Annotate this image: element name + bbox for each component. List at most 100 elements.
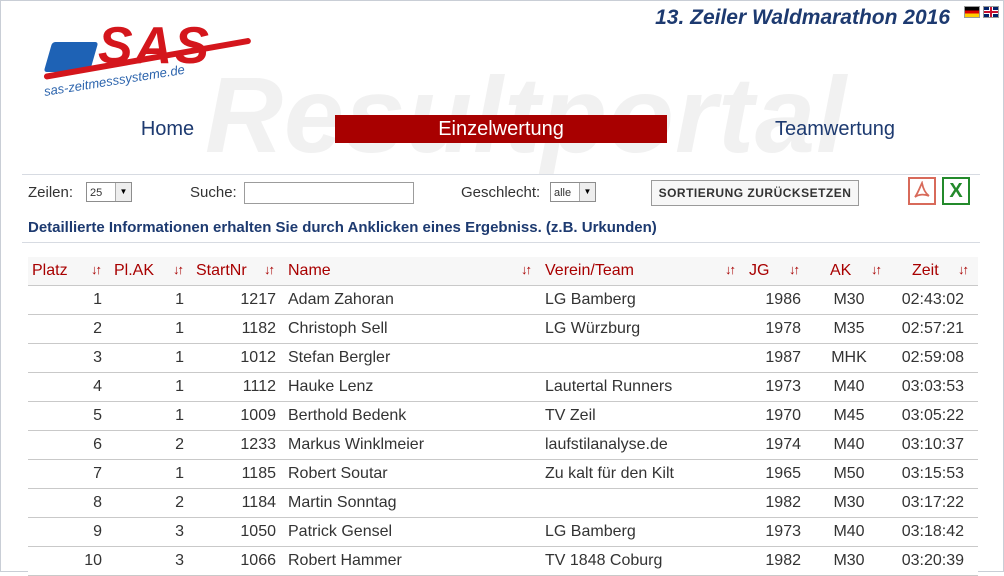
col-startnr[interactable]: StartNr	[196, 262, 247, 279]
cell-plak: 1	[175, 349, 184, 366]
cell-name: Berthold Bedenk	[288, 407, 407, 424]
cell-verein: Zu kalt für den Kilt	[545, 465, 674, 482]
sort-icon[interactable]: ↓↑	[521, 262, 532, 277]
cell-platz: 1	[93, 291, 102, 308]
cell-jg: 1973	[765, 523, 801, 540]
cell-jg: 1982	[765, 552, 801, 569]
chevron-down-icon: ▼	[115, 183, 131, 201]
cell-ak: MHK	[831, 349, 867, 366]
table-row[interactable]: 2 1 1182 Christoph Sell LG Würzburg 1978 M35 02…	[28, 315, 978, 344]
col-jg[interactable]: JG	[749, 262, 770, 279]
info-text: Detaillierte Informationen erhalten Sie …	[28, 219, 657, 236]
pdf-export-icon[interactable]	[908, 177, 936, 205]
language-switcher	[964, 6, 999, 18]
cell-platz: 3	[93, 349, 102, 366]
cell-platz: 2	[93, 320, 102, 337]
cell-zeit: 03:05:22	[901, 407, 964, 424]
col-verein[interactable]: Verein/Team	[545, 262, 634, 279]
sort-icon[interactable]: ↓↑	[264, 262, 275, 277]
cell-verein: TV 1848 Coburg	[545, 552, 663, 569]
rows-select-value: 25	[90, 187, 103, 199]
table-body: 1 1 1217 Adam Zahoran LG Bamberg 1986 M30 02:43…	[28, 286, 978, 576]
reset-sort-button[interactable]: SORTIERUNG ZURÜCKSETZEN	[651, 180, 859, 206]
cell-plak: 1	[175, 320, 184, 337]
sort-icon[interactable]: ↓↑	[725, 262, 736, 277]
cell-name: Robert Hammer	[288, 552, 402, 569]
col-ak[interactable]: AK	[830, 262, 852, 279]
nav-einzelwertung[interactable]: Einzelwertung	[335, 115, 667, 143]
cell-name: Robert Soutar	[288, 465, 388, 482]
cell-plak: 1	[175, 407, 184, 424]
cell-zeit: 02:59:08	[901, 349, 964, 366]
nav-teamwertung[interactable]: Teamwertung	[774, 118, 896, 140]
col-plak[interactable]: Pl.AK	[114, 262, 155, 279]
cell-ak: M30	[833, 291, 865, 308]
cell-plak: 2	[175, 436, 184, 453]
cell-ak: M50	[833, 465, 865, 482]
cell-startnr: 1184	[241, 494, 276, 511]
cell-startnr: 1217	[240, 291, 276, 308]
rows-select[interactable]: 25 ▼	[86, 182, 132, 202]
cell-plak: 2	[175, 494, 184, 511]
rows-label: Zeilen:	[28, 184, 74, 201]
cell-platz: 7	[93, 465, 102, 482]
divider	[22, 242, 980, 243]
cell-startnr: 1050	[240, 523, 276, 540]
col-name[interactable]: Name	[288, 262, 331, 279]
chevron-down-icon: ▼	[579, 183, 595, 201]
cell-startnr: 1185	[241, 465, 276, 482]
table-row[interactable]: 5 1 1009 Berthold Bedenk TV Zeil 1970 M45 03:05…	[28, 402, 978, 431]
table-row[interactable]: 1 1 1217 Adam Zahoran LG Bamberg 1986 M30 02:43…	[28, 286, 978, 315]
cell-jg: 1982	[765, 494, 801, 511]
nav-home[interactable]: Home	[140, 118, 195, 140]
cell-ak: M40	[833, 378, 865, 395]
sort-icon[interactable]: ↓↑	[173, 262, 184, 277]
cell-name: Hauke Lenz	[288, 378, 374, 395]
cell-jg: 1978	[765, 320, 801, 337]
cell-name: Stefan Bergler	[288, 349, 391, 366]
divider	[22, 174, 980, 175]
sort-icon[interactable]: ↓↑	[958, 262, 969, 277]
sort-icon[interactable]: ↓↑	[789, 262, 800, 277]
cell-zeit: 03:17:22	[901, 494, 964, 511]
cell-ak: M45	[833, 407, 865, 424]
table-row[interactable]: 9 3 1050 Patrick Gensel LG Bamberg 1973 M40 03:…	[28, 518, 978, 547]
cell-jg: 1965	[765, 465, 801, 482]
gender-select[interactable]: alle ▼	[550, 182, 596, 202]
cell-verein: laufstilanalyse.de	[545, 436, 668, 453]
table-row[interactable]: 7 1 1185 Robert Soutar Zu kalt für den Kilt 1…	[28, 460, 978, 489]
search-label: Suche:	[190, 184, 237, 201]
table-row[interactable]: 4 1 1112 Hauke Lenz Lautertal Runners 1973 M40…	[28, 373, 978, 402]
cell-verein: LG Bamberg	[545, 523, 636, 540]
table-header: Platz ↓↑ Pl.AK ↓↑ StartNr ↓↑ Name ↓↑ Ver…	[28, 257, 978, 286]
table-row[interactable]: 10 3 1066 Robert Hammer TV 1848 Coburg 1982 M3…	[28, 547, 978, 576]
cell-platz: 4	[93, 378, 102, 395]
cell-startnr: 1009	[240, 407, 276, 424]
col-platz[interactable]: Platz	[32, 262, 68, 279]
sas-logo[interactable]: SAS sas-zeitmesssysteme.de	[40, 17, 270, 108]
cell-name: Patrick Gensel	[288, 523, 393, 540]
cell-ak: M35	[833, 320, 865, 337]
sort-icon[interactable]: ↓↑	[91, 262, 102, 277]
search-input[interactable]	[244, 182, 414, 204]
uk-flag-icon[interactable]	[983, 6, 999, 18]
table-row[interactable]: 6 2 1233 Markus Winklmeier laufstilanalyse.d…	[28, 431, 978, 460]
cell-platz: 8	[93, 494, 102, 511]
col-zeit[interactable]: Zeit	[912, 262, 939, 279]
cell-name: Markus Winklmeier	[288, 436, 425, 453]
table-row[interactable]: 8 2 1184 Martin Sonntag 1982 M30 03:17:22	[28, 489, 978, 518]
gender-select-value: alle	[554, 187, 572, 199]
excel-export-icon[interactable]: X	[942, 177, 970, 205]
cell-zeit: 03:10:37	[901, 436, 964, 453]
cell-verein: LG Würzburg	[545, 320, 641, 337]
cell-plak: 1	[175, 291, 184, 308]
event-title: 13. Zeiler Waldmarathon 2016	[655, 6, 950, 29]
cell-platz: 5	[93, 407, 102, 424]
cell-startnr: 1112	[242, 378, 276, 395]
cell-jg: 1987	[765, 349, 801, 366]
table-row[interactable]: 3 1 1012 Stefan Bergler 1987 MHK 02:59:08	[28, 344, 978, 373]
cell-zeit: 03:20:39	[901, 552, 964, 569]
cell-platz: 9	[93, 523, 102, 540]
sort-icon[interactable]: ↓↑	[871, 262, 882, 277]
german-flag-icon[interactable]	[964, 6, 980, 18]
